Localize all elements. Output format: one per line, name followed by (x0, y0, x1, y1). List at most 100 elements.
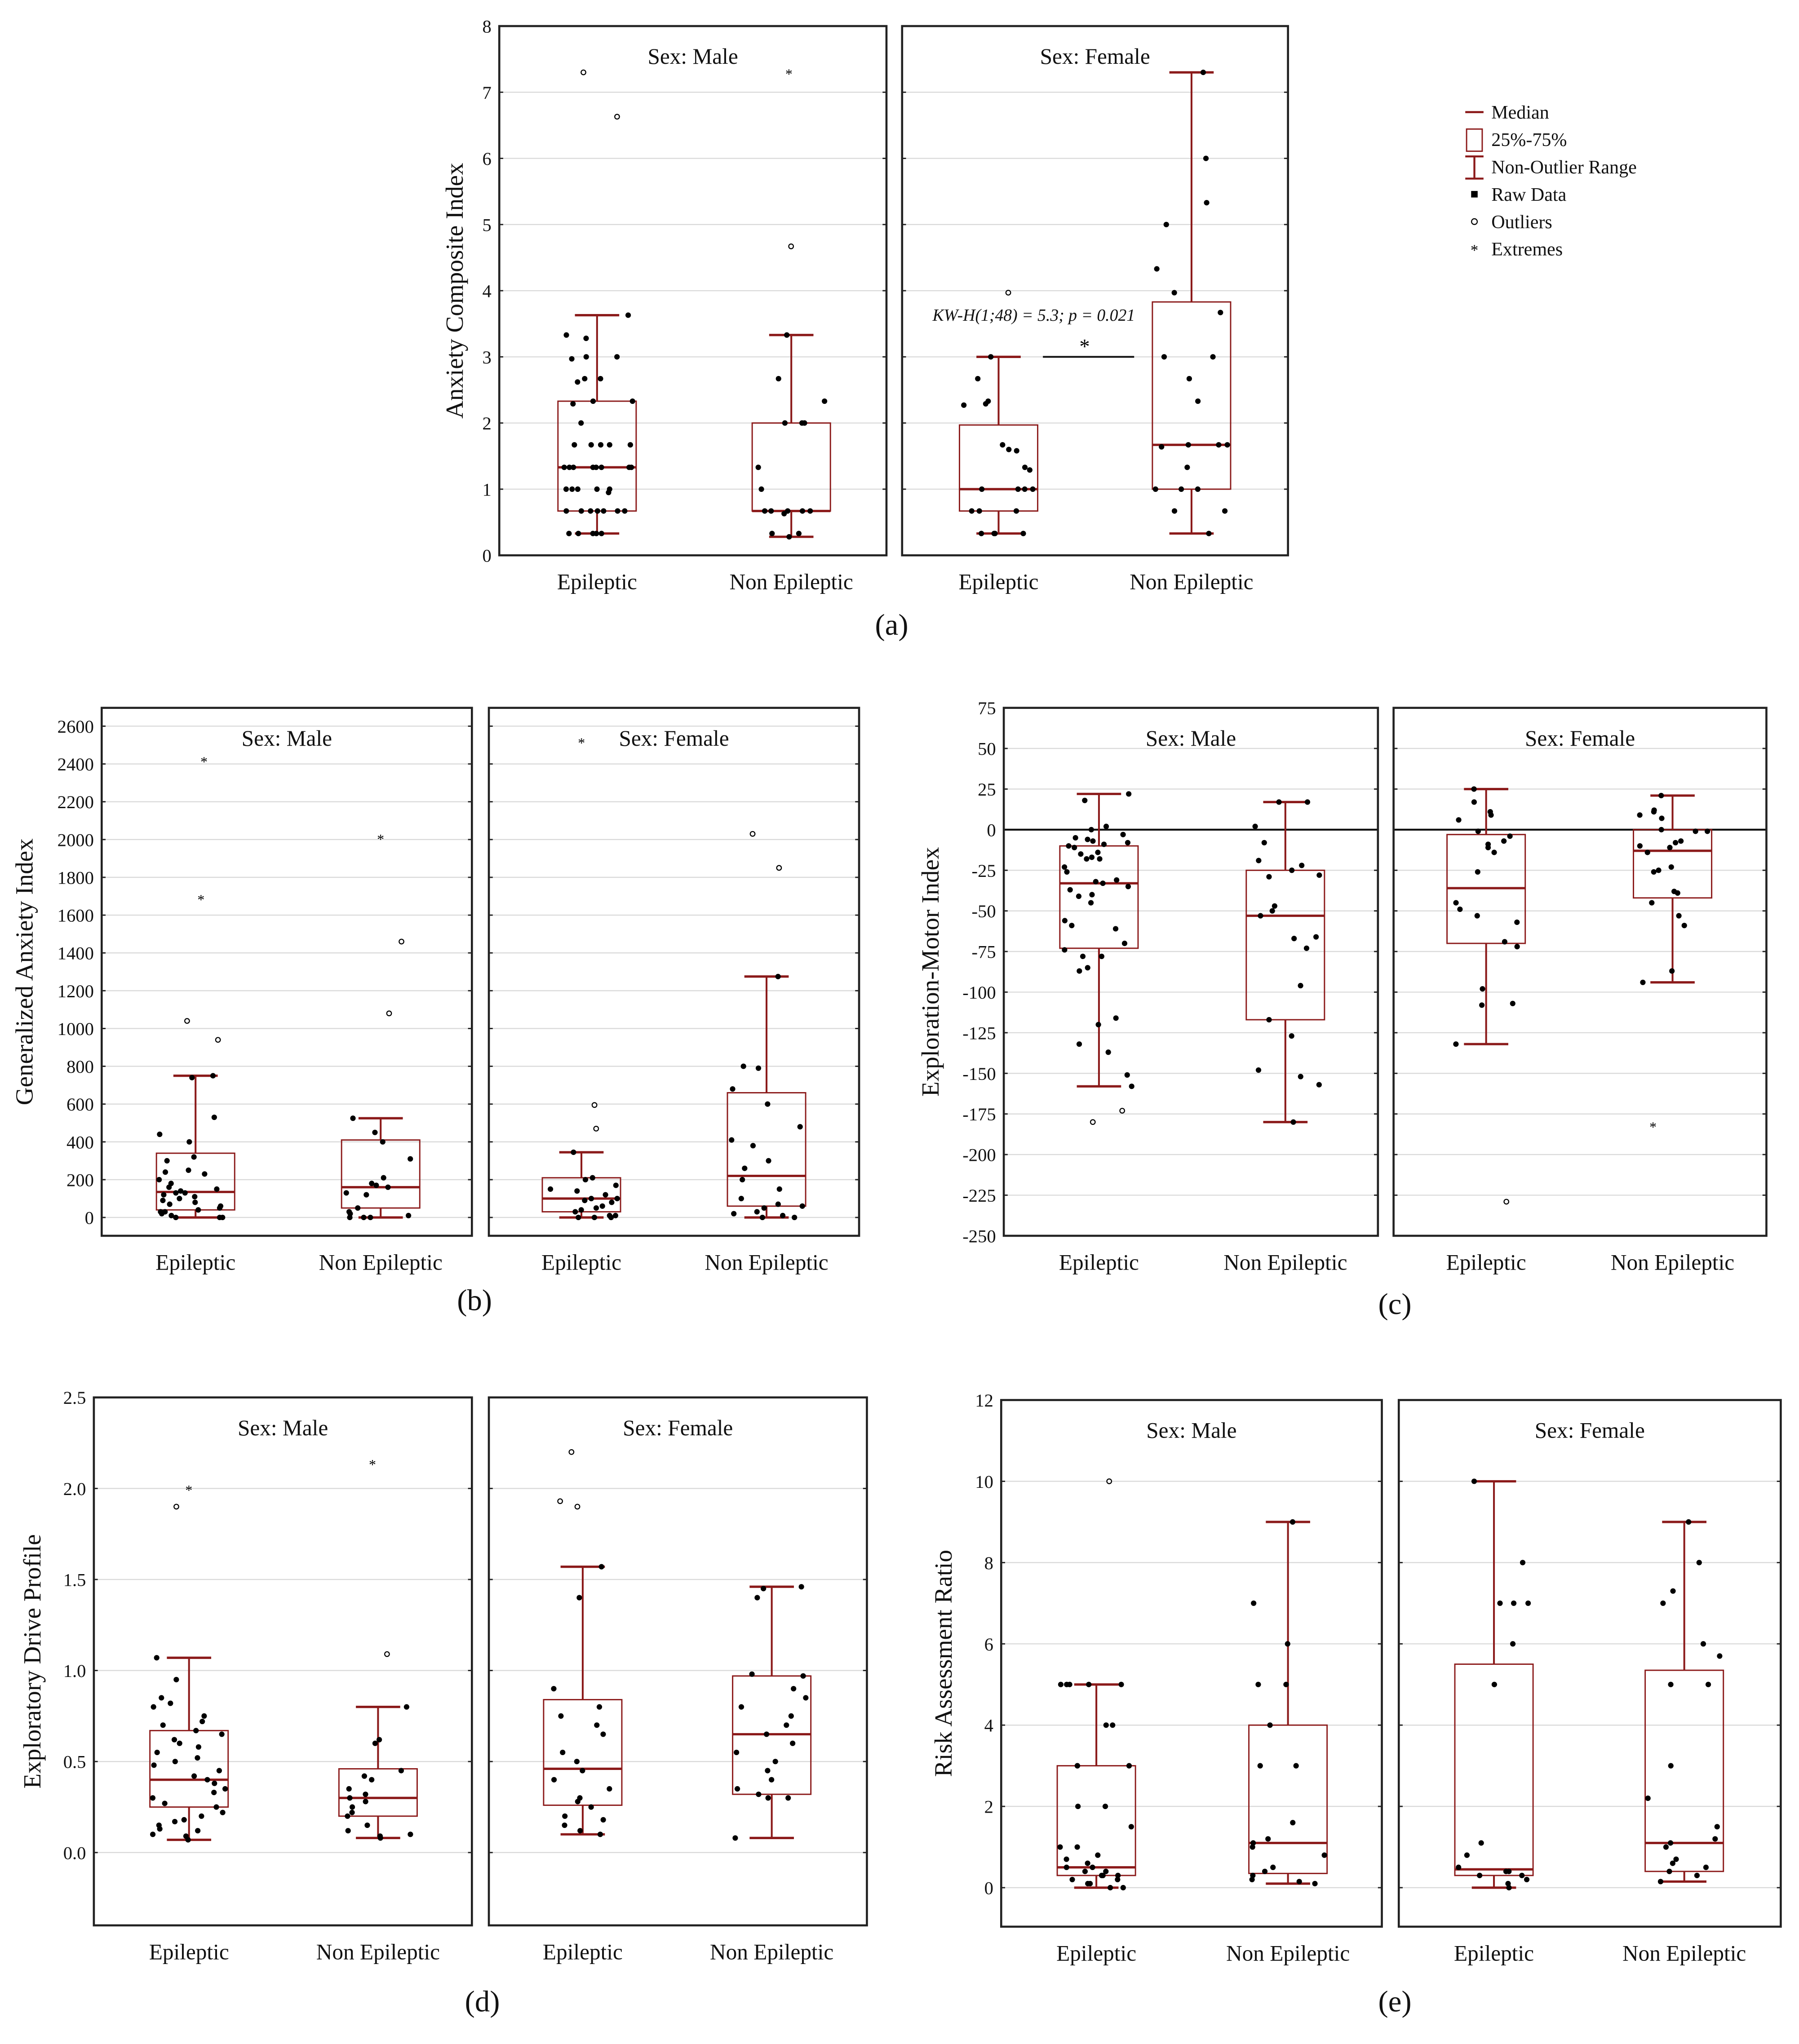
raw-data-point (562, 1813, 568, 1819)
raw-data-point (199, 1718, 205, 1725)
raw-data-point (576, 531, 581, 536)
x-category-label: Epileptic (543, 1939, 623, 1964)
legend-label: Extremes (1491, 239, 1563, 260)
panel-title: Sex: Male (238, 1416, 328, 1440)
asterisk-icon: * (1471, 242, 1478, 259)
raw-data-point (408, 1156, 413, 1162)
raw-data-point (766, 1158, 771, 1164)
panel-label: (c) (1378, 1288, 1412, 1321)
raw-data-point (1276, 799, 1282, 805)
raw-data-point (369, 1777, 375, 1783)
raw-data-point (784, 1722, 789, 1728)
raw-data-point (1675, 890, 1680, 896)
raw-data-point (580, 1768, 585, 1774)
raw-data-point (1250, 1840, 1256, 1846)
raw-data-point (164, 1158, 170, 1164)
raw-data-point (1693, 828, 1698, 834)
raw-data-point (1511, 1600, 1517, 1606)
raw-data-point (372, 1129, 378, 1135)
raw-data-point (1154, 266, 1160, 272)
outlier-point (1090, 1119, 1096, 1125)
y-tick-label: 1800 (58, 867, 94, 888)
raw-data-point (1072, 835, 1078, 841)
outlier-point (386, 1010, 392, 1017)
raw-data-point (1656, 867, 1662, 873)
raw-data-point (577, 1795, 583, 1801)
raw-data-point (1491, 1681, 1497, 1687)
raw-data-point (406, 1212, 412, 1218)
raw-data-point (1110, 1722, 1116, 1728)
y-tick-label: 1600 (58, 906, 94, 926)
box-icon (1466, 128, 1483, 152)
raw-data-point (1085, 1880, 1091, 1887)
raw-data-point (991, 531, 997, 536)
raw-data-point (583, 336, 589, 341)
y-tick-label: 1.5 (63, 1570, 86, 1590)
raw-data-point (961, 402, 967, 408)
raw-data-point (1195, 486, 1201, 492)
raw-data-point (210, 1073, 216, 1079)
y-tick-label: 6 (984, 1634, 993, 1655)
raw-data-point (807, 508, 813, 514)
raw-data-point (1120, 1885, 1126, 1891)
panel-female: Sex: Female Epileptic Non Epileptic (901, 25, 1289, 594)
raw-data-point (782, 420, 788, 426)
iqr-box (1152, 301, 1232, 490)
raw-data-point (363, 1792, 368, 1797)
raw-data-point (1505, 1880, 1511, 1887)
raw-data-point (1291, 936, 1297, 942)
raw-data-point (214, 1186, 220, 1192)
raw-data-point (1082, 797, 1088, 803)
y-tick-label: 2400 (58, 754, 94, 774)
raw-data-point (349, 1810, 355, 1815)
raw-data-point (759, 1214, 766, 1221)
outlier-point (1106, 1478, 1112, 1484)
x-category-label: Non Epileptic (319, 1250, 443, 1274)
raw-data-point (222, 1786, 228, 1792)
iqr-box (1248, 1724, 1328, 1874)
raw-data-point (1006, 447, 1012, 452)
raw-data-point (788, 1713, 794, 1719)
raw-data-point (749, 1671, 755, 1677)
raw-data-point (598, 531, 604, 536)
raw-data-point (1270, 1864, 1276, 1870)
raw-data-point (572, 1209, 578, 1215)
raw-data-point (173, 1190, 179, 1196)
raw-data-point (1186, 376, 1192, 382)
raw-data-point (1030, 486, 1036, 492)
raw-data-point (588, 508, 594, 514)
raw-data-point (607, 1212, 612, 1218)
raw-data-point (1293, 1763, 1299, 1769)
raw-data-point (1062, 918, 1068, 924)
x-category-label: Non Epileptic (705, 1250, 828, 1274)
whisker-icon (1465, 155, 1484, 180)
y-tick-label: 4 (984, 1716, 993, 1736)
raw-data-point (162, 1209, 168, 1215)
raw-data-point (1200, 70, 1206, 75)
panel-title: Sex: Female (1535, 1418, 1645, 1443)
raw-data-point (1076, 1041, 1082, 1047)
raw-data-point (551, 1686, 557, 1692)
x-category-label: Epileptic (155, 1250, 235, 1274)
raw-data-point (1290, 1119, 1296, 1125)
raw-data-point (985, 398, 991, 404)
raw-data-point (403, 1704, 409, 1710)
raw-data-point (799, 420, 805, 426)
raw-data-point (558, 1713, 564, 1719)
raw-data-point (1062, 864, 1068, 870)
box-group-epileptic: Epileptic * (149, 1482, 229, 1964)
raw-data-point (575, 486, 580, 492)
raw-data-point (1666, 1868, 1672, 1874)
stat-annotation: KW-H(1;48) = 5.3; p = 0.021 (932, 306, 1135, 325)
box-group-epileptic: Epileptic (959, 290, 1039, 594)
raw-data-point (195, 1755, 200, 1761)
raw-data-point (1105, 1049, 1111, 1055)
iqr-box (149, 1730, 229, 1808)
raw-data-point (363, 1192, 369, 1198)
raw-data-point (1100, 1872, 1106, 1878)
raw-data-point (1660, 1600, 1666, 1606)
y-tick-label: 600 (66, 1094, 94, 1115)
raw-data-point (212, 1780, 217, 1786)
raw-data-point (1099, 953, 1104, 960)
raw-data-point (1686, 1519, 1692, 1525)
